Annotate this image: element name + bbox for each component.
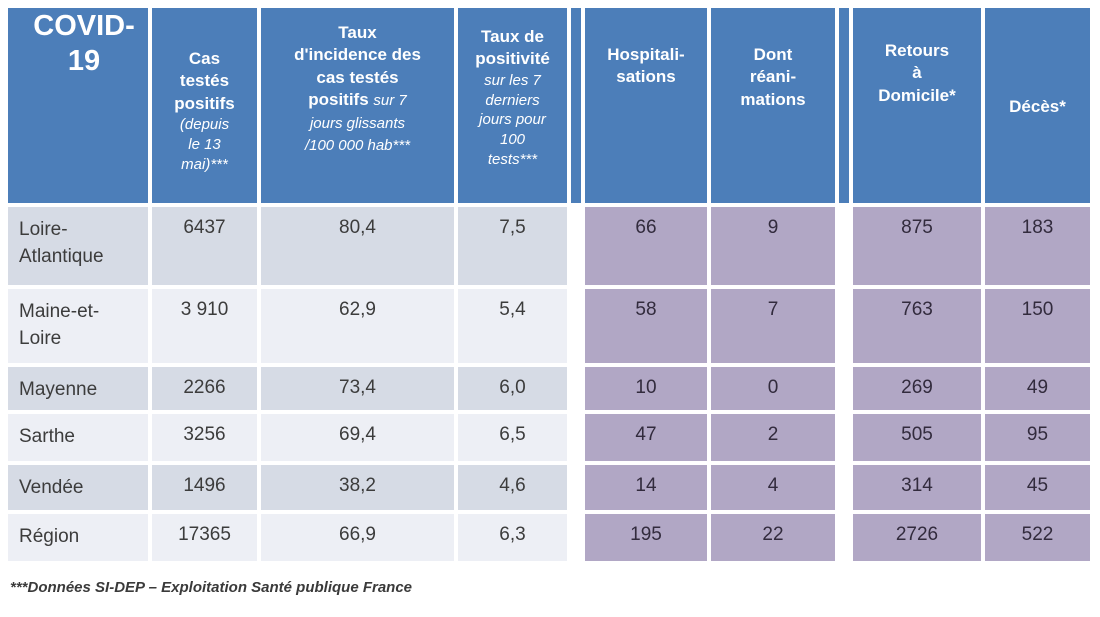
row-label: Mayenne [8,367,148,410]
header-row: COVID-19 Cas testés positifs (depuis le 1… [8,8,1090,203]
row-label: Sarthe [8,414,148,461]
cell-hospitalizations: 58 [585,289,707,363]
cell-incidence-rate: 80,4 [261,207,454,285]
table-title: COVID-19 [8,8,148,203]
cell-returns-home: 763 [853,289,981,363]
cell-returns-home: 875 [853,207,981,285]
cell-tested-positive: 17365 [152,514,257,561]
col-header-tested-positive-label: Cas testés positifs [174,49,235,113]
cell-deaths: 45 [985,465,1090,510]
column-group-gap [839,207,849,285]
column-group-gap [571,289,581,363]
cell-incidence-rate: 66,9 [261,514,454,561]
column-group-gap [839,414,849,461]
column-group-gap [839,8,849,203]
covid-stats-table: COVID-19 Cas testés positifs (depuis le 1… [4,4,1094,565]
cell-deaths: 183 [985,207,1090,285]
cell-hospitalizations: 14 [585,465,707,510]
column-group-gap [571,465,581,510]
cell-icu: 7 [711,289,835,363]
cell-incidence-rate: 62,9 [261,289,454,363]
column-group-gap [571,514,581,561]
cell-incidence-rate: 38,2 [261,465,454,510]
cell-hospitalizations: 195 [585,514,707,561]
col-header-incidence-label: Taux d'incidence des cas testés positifs [294,23,421,110]
cell-returns-home: 269 [853,367,981,410]
cell-tested-positive: 2266 [152,367,257,410]
row-label: Région [8,514,148,561]
table-row-mayenne: Mayenne 2266 73,4 6,0 10 0 269 49 [8,367,1090,410]
column-group-gap [839,289,849,363]
covid-table-page: COVID-19 Cas testés positifs (depuis le 1… [0,4,1100,596]
cell-icu: 9 [711,207,835,285]
cell-returns-home: 314 [853,465,981,510]
cell-tested-positive: 6437 [152,207,257,285]
column-group-gap [839,367,849,410]
row-label: Vendée [8,465,148,510]
table-row-region: Région 17365 66,9 6,3 195 22 2726 522 [8,514,1090,561]
cell-hospitalizations: 10 [585,367,707,410]
col-header-tested-positive: Cas testés positifs (depuis le 13 mai)*** [152,8,257,203]
cell-positivity-rate: 4,6 [458,465,567,510]
row-label: Loire-Atlantique [8,207,148,285]
cell-returns-home: 2726 [853,514,981,561]
cell-tested-positive: 1496 [152,465,257,510]
cell-hospitalizations: 66 [585,207,707,285]
table-row-sarthe: Sarthe 3256 69,4 6,5 47 2 505 95 [8,414,1090,461]
column-group-gap [839,465,849,510]
cell-incidence-rate: 73,4 [261,367,454,410]
col-header-deaths: Décès* [985,8,1090,203]
cell-incidence-rate: 69,4 [261,414,454,461]
col-header-icu: Dont réani- mations [711,8,835,203]
col-header-returns-home: Retours à Domicile* [853,8,981,203]
cell-icu: 22 [711,514,835,561]
cell-tested-positive: 3 910 [152,289,257,363]
table-row-vendee: Vendée 1496 38,2 4,6 14 4 314 45 [8,465,1090,510]
col-header-hospitalizations: Hospitali- sations [585,8,707,203]
col-header-positivity-note: sur les 7 derniers jours pour 100 tests*… [479,71,546,169]
cell-deaths: 95 [985,414,1090,461]
table-row-loire-atlantique: Loire-Atlantique 6437 80,4 7,5 66 9 875 … [8,207,1090,285]
col-header-incidence-note: sur 7 jours glissants /100 000 hab*** [304,92,411,155]
cell-positivity-rate: 6,3 [458,514,567,561]
col-header-positivity-label: Taux de positivité [475,27,550,69]
column-group-gap [571,367,581,410]
cell-positivity-rate: 5,4 [458,289,567,363]
col-header-positivity: Taux de positivité sur les 7 derniers jou… [458,8,567,203]
column-group-gap [839,514,849,561]
column-group-gap [571,8,581,203]
col-header-tested-positive-note: (depuis le 13 mai)*** [179,116,230,173]
cell-positivity-rate: 6,0 [458,367,567,410]
cell-icu: 4 [711,465,835,510]
cell-deaths: 49 [985,367,1090,410]
row-label: Maine-et-Loire [8,289,148,363]
column-group-gap [571,414,581,461]
col-header-incidence: Taux d'incidence des cas testés positifs… [261,8,454,203]
cell-hospitalizations: 47 [585,414,707,461]
footnote: ***Données SI-DEP – Exploitation Santé p… [10,579,413,596]
column-group-gap [571,207,581,285]
cell-icu: 0 [711,367,835,410]
cell-returns-home: 505 [853,414,981,461]
cell-positivity-rate: 6,5 [458,414,567,461]
cell-tested-positive: 3256 [152,414,257,461]
table-row-maine-et-loire: Maine-et-Loire 3 910 62,9 5,4 58 7 763 1… [8,289,1090,363]
cell-deaths: 522 [985,514,1090,561]
cell-icu: 2 [711,414,835,461]
cell-deaths: 150 [985,289,1090,363]
cell-positivity-rate: 7,5 [458,207,567,285]
